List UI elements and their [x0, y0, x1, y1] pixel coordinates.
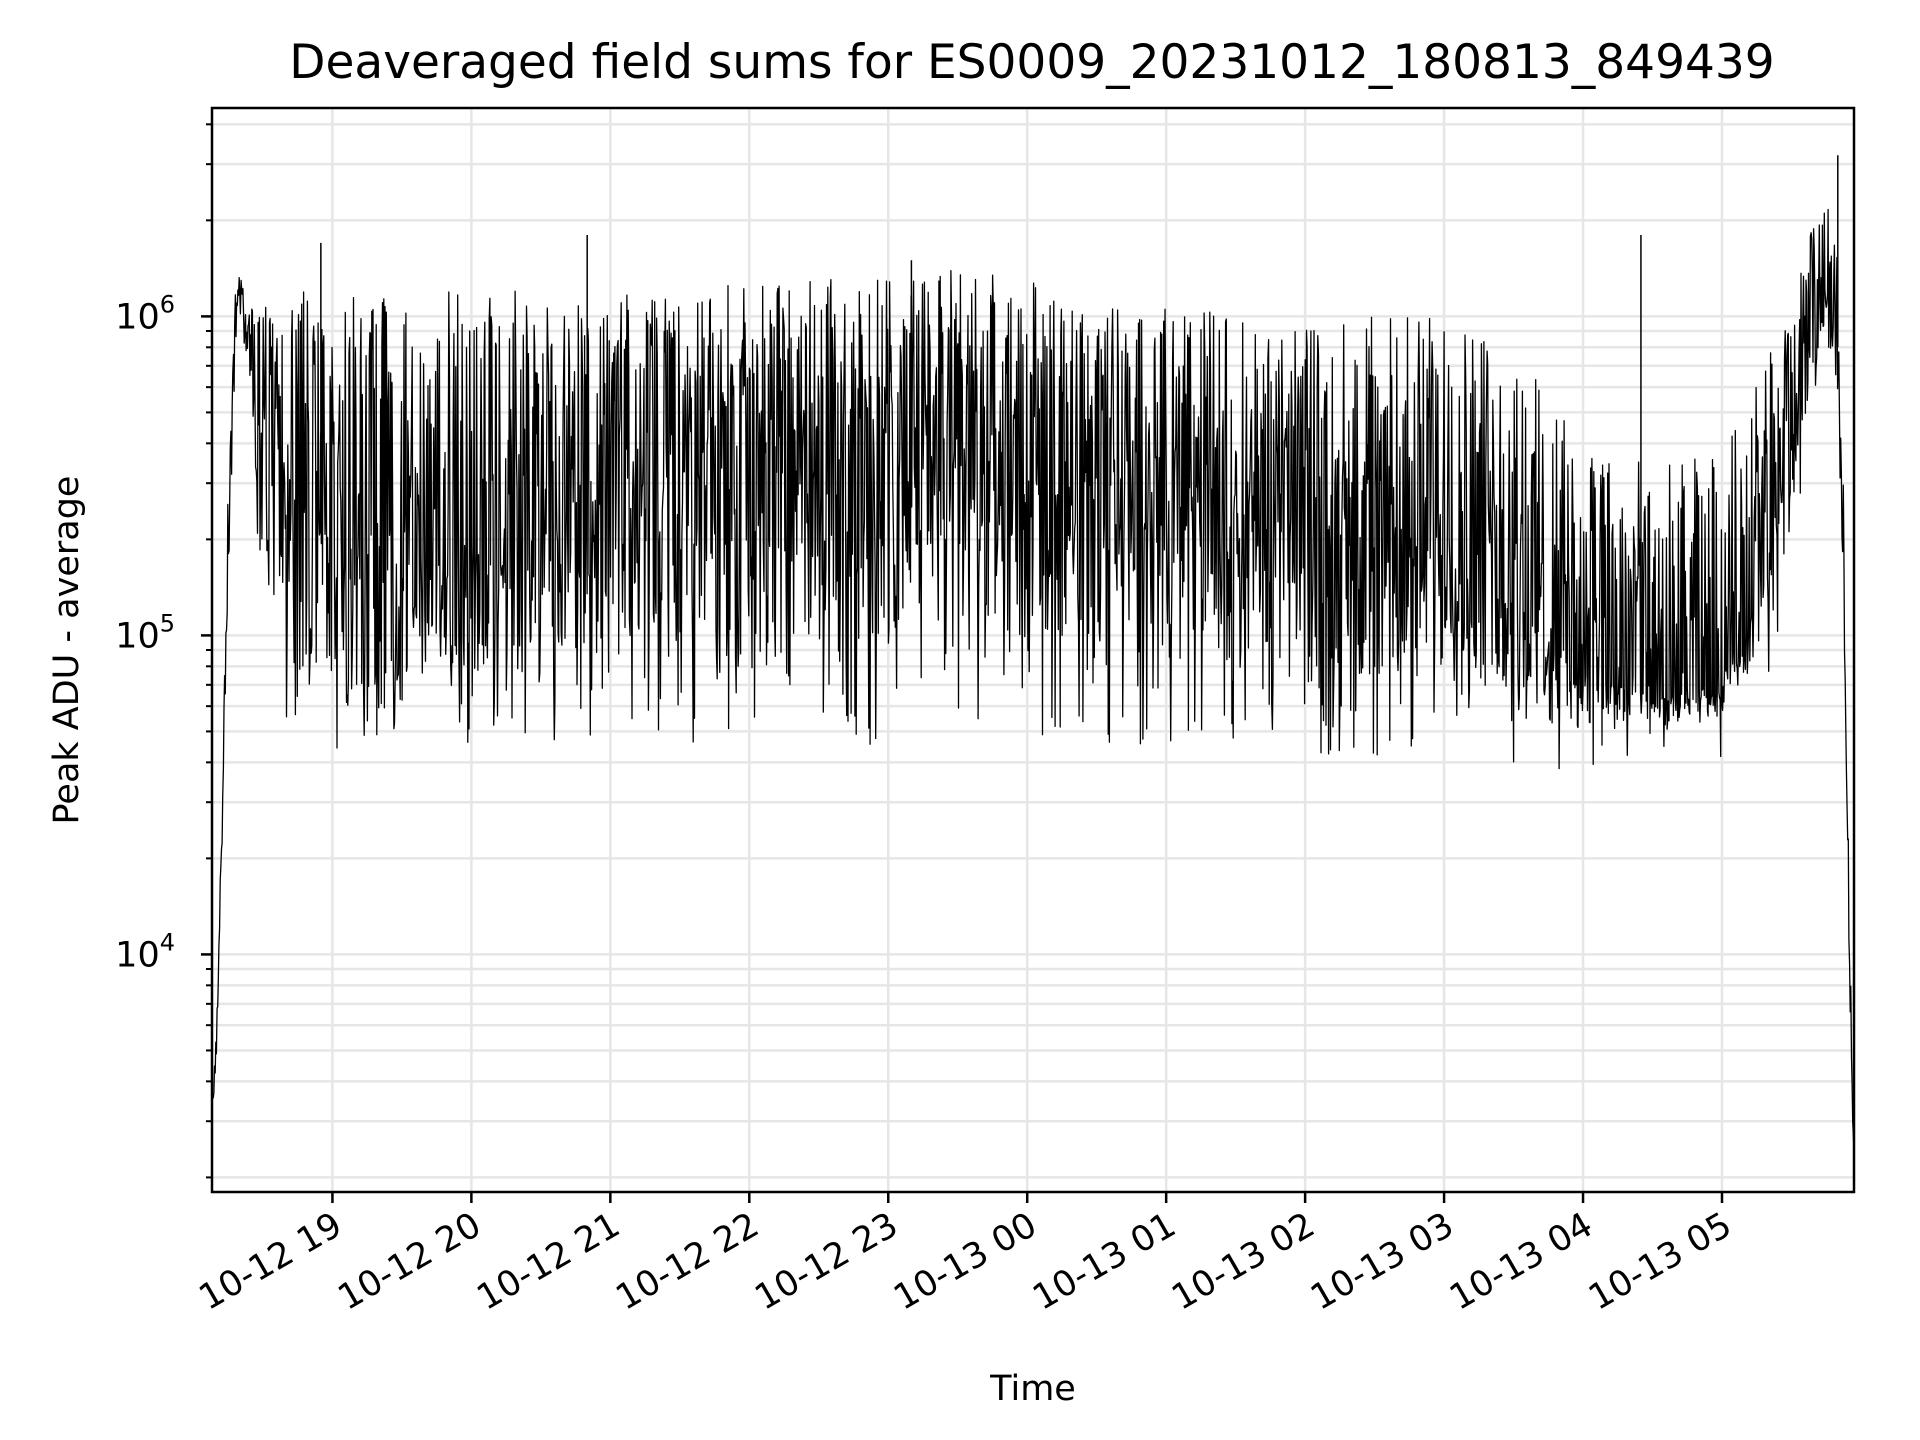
y-tick-label: 105: [115, 609, 175, 656]
series-line: [211, 208, 1855, 1153]
y-axis: 104 105 106: [115, 123, 212, 1179]
chart-title: Deaveraged field sums for ES0009_2023101…: [289, 35, 1774, 90]
plot-line: [211, 155, 1855, 1153]
y-tick-label: 104: [115, 928, 175, 975]
y-tick-label: 106: [115, 290, 175, 337]
x-axis-label: Time: [989, 1369, 1076, 1409]
y-axis-label: Peak ADU - average: [47, 476, 87, 825]
